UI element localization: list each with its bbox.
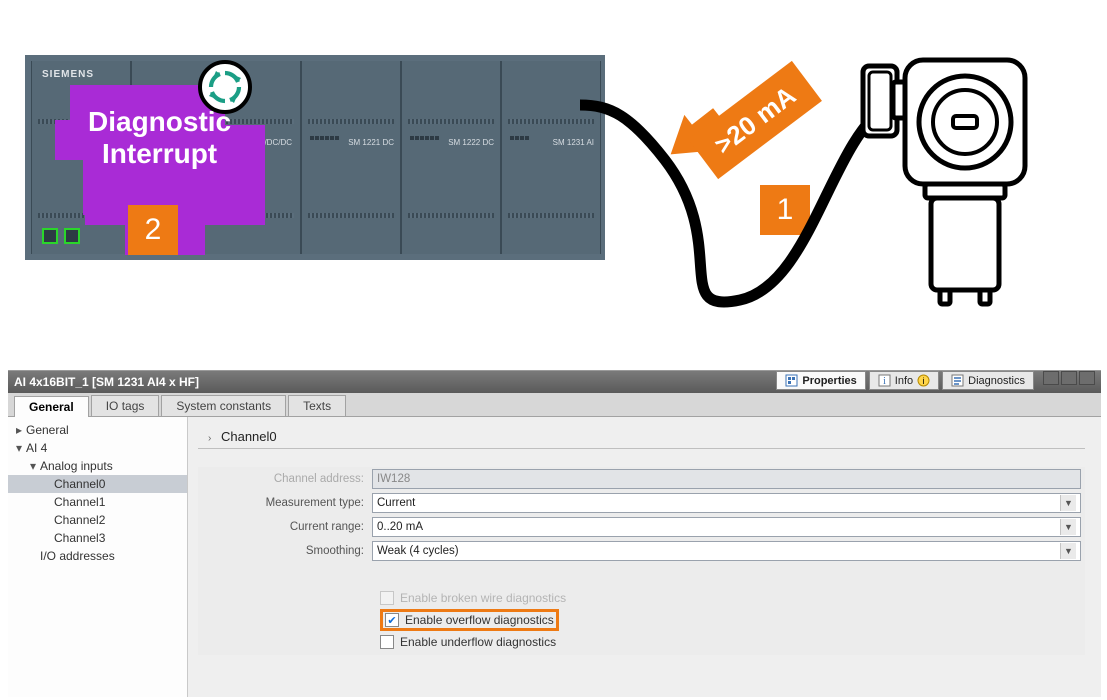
form-area: › Channel0 Channel address: Measurement … — [188, 417, 1101, 697]
info-badge-icon: i — [917, 374, 930, 387]
checkbox-icon[interactable] — [380, 635, 394, 649]
select-smoothing[interactable]: Weak (4 cycles)▼ — [372, 541, 1081, 561]
label-channel-address: Channel address: — [202, 473, 372, 485]
diagnostics-icon — [951, 374, 964, 387]
tree-item-channel3[interactable]: Channel3 — [8, 529, 187, 547]
svg-text:i: i — [923, 376, 925, 386]
tab-bar: General IO tags System constants Texts — [8, 393, 1101, 417]
select-measurement-type[interactable]: Current▼ — [372, 493, 1081, 513]
tree-item-general[interactable]: ▸General — [8, 421, 187, 439]
tree-item-channel0[interactable]: Channel0 — [8, 475, 187, 493]
checkbox-icon — [380, 591, 394, 605]
info-tab[interactable]: i Info i — [869, 371, 939, 390]
tree-item-channel2[interactable]: Channel2 — [8, 511, 187, 529]
label-current-range: Current range: — [202, 521, 372, 533]
chevron-down-icon: ▼ — [1060, 543, 1076, 559]
check-overflow[interactable]: Enable overflow diagnostics — [380, 609, 1081, 631]
tree-item-channel1[interactable]: Channel1 — [8, 493, 187, 511]
panel-titlebar: AI 4x16BIT_1 [SM 1231 AI4 x HF] Properti… — [8, 371, 1101, 393]
properties-tab[interactable]: Properties — [776, 371, 865, 390]
ethernet-port-icon — [64, 228, 80, 244]
panel-title: AI 4x16BIT_1 [SM 1231 AI4 x HF] — [14, 375, 199, 389]
callout-2: 2 — [128, 205, 178, 255]
check-underflow[interactable]: Enable underflow diagnostics — [380, 631, 1081, 653]
input-channel-address — [372, 469, 1081, 489]
nav-tree: ▸General ▾AI 4 ▾Analog inputs Channel0 C… — [8, 417, 188, 697]
section-title: › Channel0 — [198, 427, 1085, 449]
cycle-icon — [198, 60, 252, 114]
check-broken-wire: Enable broken wire diagnostics — [380, 587, 1081, 609]
diagnostic-interrupt-label: Diagnostic Interrupt — [88, 106, 231, 170]
tab-general[interactable]: General — [14, 396, 89, 417]
tree-item-analog-inputs[interactable]: ▾Analog inputs — [8, 457, 187, 475]
chevron-right-icon: › — [208, 433, 211, 444]
tab-texts[interactable]: Texts — [288, 395, 346, 416]
ethernet-port-icon — [42, 228, 58, 244]
diagram-area: SIEMENS CPU1212C DC/DC/DC SM 1221 DC SM … — [0, 0, 1107, 330]
chevron-down-icon: ▼ — [1060, 519, 1076, 535]
label-smoothing: Smoothing: — [202, 545, 372, 557]
properties-panel: AI 4x16BIT_1 [SM 1231 AI4 x HF] Properti… — [8, 370, 1101, 697]
diagnostics-tab[interactable]: Diagnostics — [942, 371, 1034, 390]
properties-icon — [785, 374, 798, 387]
checkbox-icon[interactable] — [385, 613, 399, 627]
chevron-down-icon: ▼ — [1060, 495, 1076, 511]
svg-text:i: i — [883, 376, 886, 387]
select-current-range[interactable]: 0..20 mA▼ — [372, 517, 1081, 537]
label-measurement-type: Measurement type: — [202, 497, 372, 509]
info-icon: i — [878, 374, 891, 387]
tab-io-tags[interactable]: IO tags — [91, 395, 160, 416]
highlight-overflow: Enable overflow diagnostics — [380, 609, 559, 631]
window-buttons[interactable] — [1043, 371, 1095, 393]
siemens-logo: SIEMENS — [42, 69, 94, 80]
transmitter-icon — [855, 42, 1035, 312]
tree-item-io-addresses[interactable]: I/O addresses — [8, 547, 187, 565]
tree-item-ai4[interactable]: ▾AI 4 — [8, 439, 187, 457]
tab-system-constants[interactable]: System constants — [161, 395, 286, 416]
